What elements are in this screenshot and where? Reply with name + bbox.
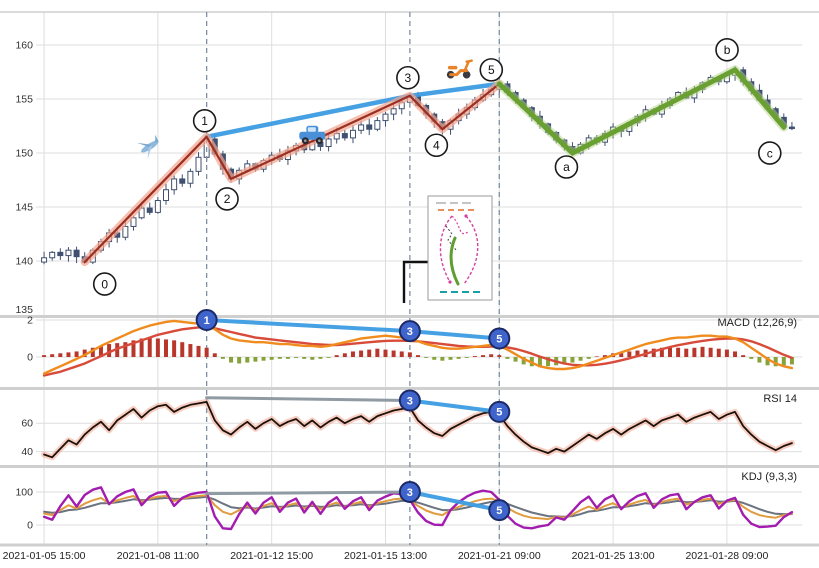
svg-text:5: 5 [488, 63, 495, 77]
macd-marker-1[interactable] [195, 309, 218, 331]
macd-panel-title: MACD (12,26,9) [717, 317, 797, 329]
svg-text:3: 3 [405, 71, 412, 85]
x-axis-label: 2021-01-25 13:00 [571, 550, 655, 562]
pivot-circle-2[interactable] [215, 187, 239, 211]
vehicle-icons [136, 59, 473, 160]
pivot-circle-c[interactable] [758, 141, 782, 165]
svg-text:2: 2 [224, 192, 231, 206]
x-axis-label: 2021-01-28 09:00 [685, 550, 769, 562]
x-axis-label: 2021-01-08 11:00 [116, 550, 199, 562]
svg-text:0: 0 [101, 277, 108, 291]
svg-text:150: 150 [15, 148, 33, 160]
svg-text:40: 40 [21, 446, 33, 458]
svg-text:2: 2 [27, 315, 33, 327]
svg-text:1: 1 [204, 315, 210, 327]
pivot-circle-b[interactable] [715, 38, 739, 62]
kdj-panel [42, 486, 794, 531]
pivot-circle-a[interactable] [554, 155, 579, 179]
airplane-icon [136, 134, 159, 160]
kdj-marker-5[interactable] [488, 499, 511, 522]
svg-text:5: 5 [496, 407, 502, 419]
pivot-guides [205, 12, 500, 545]
kdj-panel-title: KDJ (9,3,3) [741, 471, 797, 483]
svg-text:4: 4 [433, 138, 440, 152]
svg-text:155: 155 [15, 94, 33, 106]
svg-text:a: a [563, 160, 570, 174]
svg-text:3: 3 [407, 487, 413, 499]
pivot-circle-1[interactable] [192, 109, 217, 133]
svg-text:c: c [767, 146, 773, 160]
macd-panel [42, 319, 794, 377]
rsi-marker-3[interactable] [398, 389, 421, 412]
svg-text:3: 3 [407, 326, 413, 338]
macd-marker-3[interactable] [398, 320, 421, 343]
kdj-marker-3[interactable] [398, 481, 421, 503]
x-axis-label: 2021-01-12 15:00 [230, 550, 314, 562]
svg-text:140: 140 [15, 256, 33, 268]
x-axis-label: 2021-01-05 15:00 [2, 550, 86, 562]
svg-text:160: 160 [15, 40, 33, 52]
svg-text:60: 60 [21, 418, 33, 430]
svg-text:135: 135 [15, 304, 33, 316]
svg-text:3: 3 [407, 395, 413, 407]
x-axis-label: 2021-01-15 13:00 [344, 550, 427, 562]
macd-marker-5[interactable] [488, 327, 511, 350]
svg-text:5: 5 [496, 505, 502, 517]
svg-text:0: 0 [27, 520, 33, 532]
scooter-icon [446, 59, 473, 79]
pivot-circle-3[interactable] [396, 65, 420, 90]
pivot-markers: 0 1 2 3 4 5 a b c [92, 38, 782, 296]
svg-text:b: b [724, 43, 731, 57]
svg-text:5: 5 [496, 333, 502, 345]
y-axis-labels: 135 140 145 150 155 160 0 2 40 60 0 100 [15, 40, 33, 532]
svg-text:145: 145 [15, 202, 33, 214]
svg-text:1: 1 [201, 114, 208, 128]
rsi-marker-5[interactable] [488, 400, 511, 423]
indicator-markers: 1 3 5 3 5 3 5 [195, 309, 511, 522]
rsi-panel [41, 398, 795, 461]
x-axis-label: 2021-01-21 09:00 [457, 550, 541, 562]
pivot-circle-5[interactable] [479, 58, 504, 82]
car-icon [299, 125, 326, 145]
rsi-panel-title: RSI 14 [763, 393, 797, 405]
inset-figure [402, 195, 493, 303]
pivot-circle-0[interactable] [92, 272, 117, 296]
svg-text:0: 0 [27, 352, 33, 364]
svg-text:100: 100 [15, 487, 33, 499]
pivot-circle-4[interactable] [424, 133, 449, 158]
